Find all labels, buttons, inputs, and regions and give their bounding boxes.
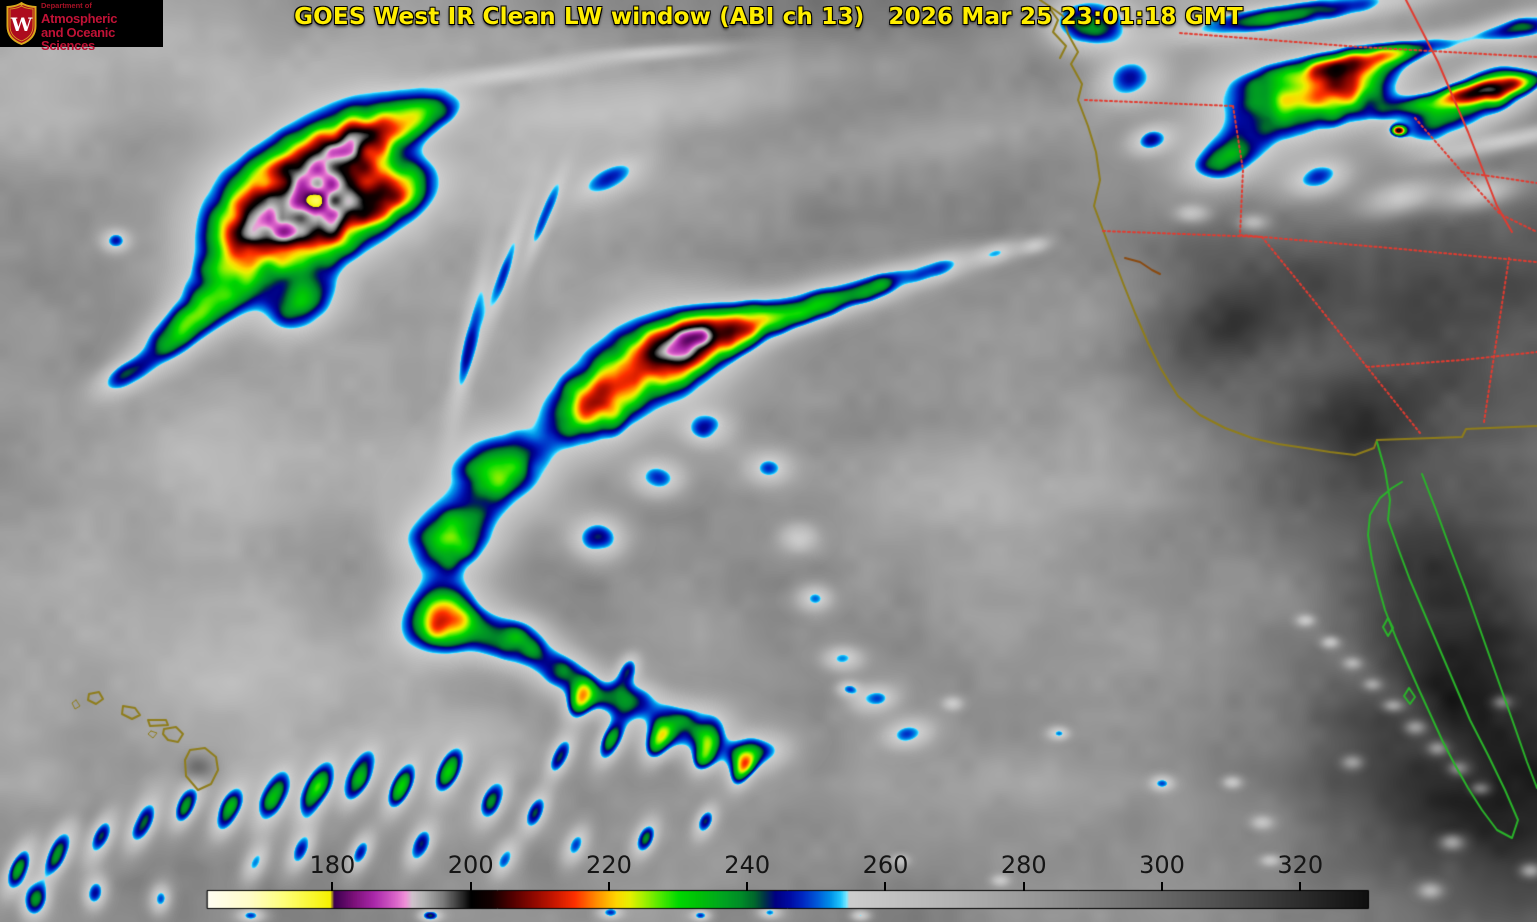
image-title-bar: GOES West IR Clean LW window (ABI ch 13)… — [0, 4, 1537, 30]
colorbar-tick-mark — [331, 882, 334, 891]
uw-aos-logo: W Department of Atmospheric and Oceanic … — [0, 0, 163, 52]
colorbar-tick-label: 280 — [1000, 851, 1047, 879]
colorbar-tick-label: 320 — [1277, 851, 1324, 879]
timestamp: 2026 Mar 25 23:01:18 GMT — [888, 4, 1243, 30]
colorbar-tick-label: 260 — [862, 851, 909, 879]
colorbar-tick-mark — [1022, 882, 1025, 891]
colorbar-tick-label: 240 — [724, 851, 771, 879]
colorbar-tick-label: 300 — [1139, 851, 1185, 879]
crest-letter: W — [10, 14, 33, 36]
colorbar-tick-label: 220 — [586, 851, 632, 879]
colorbar-tick-mark — [469, 882, 472, 891]
logo-text: Department of Atmospheric and Oceanic Sc… — [41, 2, 163, 52]
colorbar-tick-mark — [746, 882, 749, 891]
colorbar-tick-label: 180 — [309, 851, 356, 879]
colorbar-tick-mark — [1160, 882, 1163, 891]
colorbar-tick-mark — [1299, 882, 1302, 891]
logo-line-2: and Oceanic Sciences — [41, 24, 116, 53]
uw-crest-icon: W — [6, 2, 37, 45]
colorbar-tick-mark — [884, 882, 887, 891]
colorbar-tick-mark — [607, 882, 610, 891]
logo-dept-line: Department of — [41, 1, 92, 10]
logo-line-1: Atmospheric — [41, 10, 118, 26]
colorbar-tick-label: 200 — [447, 851, 494, 879]
product-title: GOES West IR Clean LW window (ABI ch 13) — [294, 4, 865, 30]
